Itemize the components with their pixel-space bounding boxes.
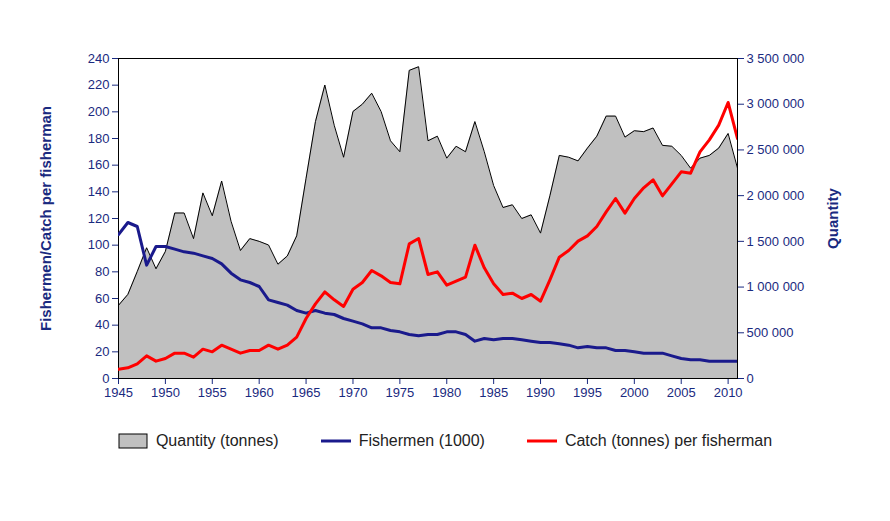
svg-text:2 000 000: 2 000 000 bbox=[747, 188, 805, 203]
svg-text:3 500 000: 3 500 000 bbox=[747, 51, 805, 66]
svg-text:40: 40 bbox=[95, 317, 109, 332]
html-text:Quantity (tonnes): Quantity (tonnes) bbox=[155, 432, 279, 449]
svg-text:500 000: 500 000 bbox=[747, 325, 794, 340]
svg-text:1950: 1950 bbox=[151, 385, 180, 400]
svg-text:2005: 2005 bbox=[667, 385, 696, 400]
svg-text:1965: 1965 bbox=[292, 385, 321, 400]
svg-text:60: 60 bbox=[95, 291, 109, 306]
svg-text:0: 0 bbox=[102, 371, 109, 386]
svg-text:1980: 1980 bbox=[432, 385, 461, 400]
svg-text:1 500 000: 1 500 000 bbox=[747, 234, 805, 249]
svg-text:160: 160 bbox=[88, 157, 110, 172]
svg-text:20: 20 bbox=[95, 344, 109, 359]
svg-text:0: 0 bbox=[747, 371, 754, 386]
html-text:Catch (tonnes) per fisherman: Catch (tonnes) per fisherman bbox=[564, 432, 773, 449]
svg-text:80: 80 bbox=[95, 264, 109, 279]
html-text:Fishermen (1000): Fishermen (1000) bbox=[358, 432, 485, 449]
svg-text:2010: 2010 bbox=[714, 385, 743, 400]
svg-text:200: 200 bbox=[88, 104, 110, 119]
svg-text:220: 220 bbox=[88, 77, 110, 92]
svg-text:Quantity: Quantity bbox=[824, 187, 841, 248]
svg-text:1960: 1960 bbox=[245, 385, 274, 400]
svg-text:1955: 1955 bbox=[198, 385, 227, 400]
svg-text:3 000 000: 3 000 000 bbox=[747, 96, 805, 111]
svg-text:2 500 000: 2 500 000 bbox=[747, 142, 805, 157]
svg-text:100: 100 bbox=[88, 237, 110, 252]
svg-text:140: 140 bbox=[88, 184, 110, 199]
svg-text:120: 120 bbox=[88, 211, 110, 226]
svg-text:1995: 1995 bbox=[573, 385, 602, 400]
svg-text:180: 180 bbox=[88, 131, 110, 146]
svg-text:1 000 000: 1 000 000 bbox=[747, 279, 805, 294]
svg-text:Fishermen/Catch per fisherman: Fishermen/Catch per fisherman bbox=[37, 106, 54, 331]
svg-text:1975: 1975 bbox=[385, 385, 414, 400]
svg-text:1970: 1970 bbox=[339, 385, 368, 400]
svg-text:1990: 1990 bbox=[526, 385, 555, 400]
svg-text:2000: 2000 bbox=[620, 385, 649, 400]
svg-text:1945: 1945 bbox=[104, 385, 133, 400]
svg-text:1985: 1985 bbox=[479, 385, 508, 400]
svg-text:240: 240 bbox=[88, 51, 110, 66]
